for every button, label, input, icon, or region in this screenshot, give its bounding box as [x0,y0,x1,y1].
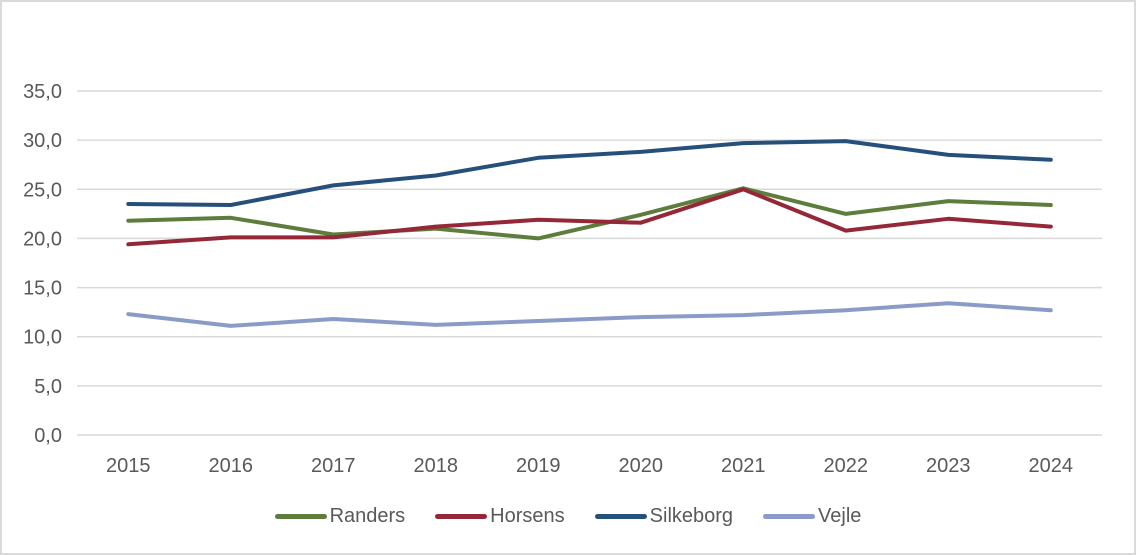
legend-label-vejle: Vejle [818,505,862,527]
chart-legend: Randers Horsens Silkeborg Vejle [2,505,1134,528]
y-axis-tick-label: 5,0 [34,376,62,398]
legend-item-vejle: Vejle [763,505,861,528]
horsens-line-swatch-icon [435,514,488,519]
y-axis-tick-label: 25,0 [23,179,62,201]
x-axis-tick-label: 2017 [311,455,356,477]
legend-label-silkeborg: Silkeborg [649,505,734,527]
y-axis-tick-label: 10,0 [23,327,62,349]
vejle-line-swatch-icon [763,514,816,519]
x-axis-tick-label: 2021 [721,455,766,477]
silkeborg-line-swatch-icon [594,514,647,519]
series-line-vejle [126,301,1053,328]
series-line-horsens [126,187,1053,247]
x-axis-tick-label: 2016 [209,455,254,477]
legend-item-silkeborg: Silkeborg [594,505,734,528]
x-axis-tick-label: 2019 [516,455,561,477]
line-chart-plot: 0,0 5,0 10,0 15,0 20,0 25,0 30,0 35,0 2015 2016 20… [23,81,1102,477]
y-axis-tick-label: 35,0 [23,81,62,103]
x-axis-tick-label: 2020 [619,455,664,477]
y-axis-tick-label: 20,0 [23,228,62,250]
x-axis-tick-label: 2018 [414,455,459,477]
randers-line-swatch-icon [274,514,327,519]
series-line-randers [126,186,1053,241]
legend-label-horsens: Horsens [490,505,565,527]
x-axis-tick-label: 2015 [106,455,151,477]
legend-label-randers: Randers [329,505,406,527]
legend-item-randers: Randers [274,505,406,528]
x-axis-tick-label: 2024 [1029,455,1074,477]
x-axis-tick-label: 2022 [824,455,869,477]
legend-item-horsens: Horsens [435,505,565,528]
x-axis-tick-label: 2023 [926,455,971,477]
y-axis-tick-label: 0,0 [34,425,62,447]
y-axis-tick-label: 30,0 [23,130,62,152]
y-axis-tick-label: 15,0 [23,278,62,300]
series-line-silkeborg [126,139,1053,207]
